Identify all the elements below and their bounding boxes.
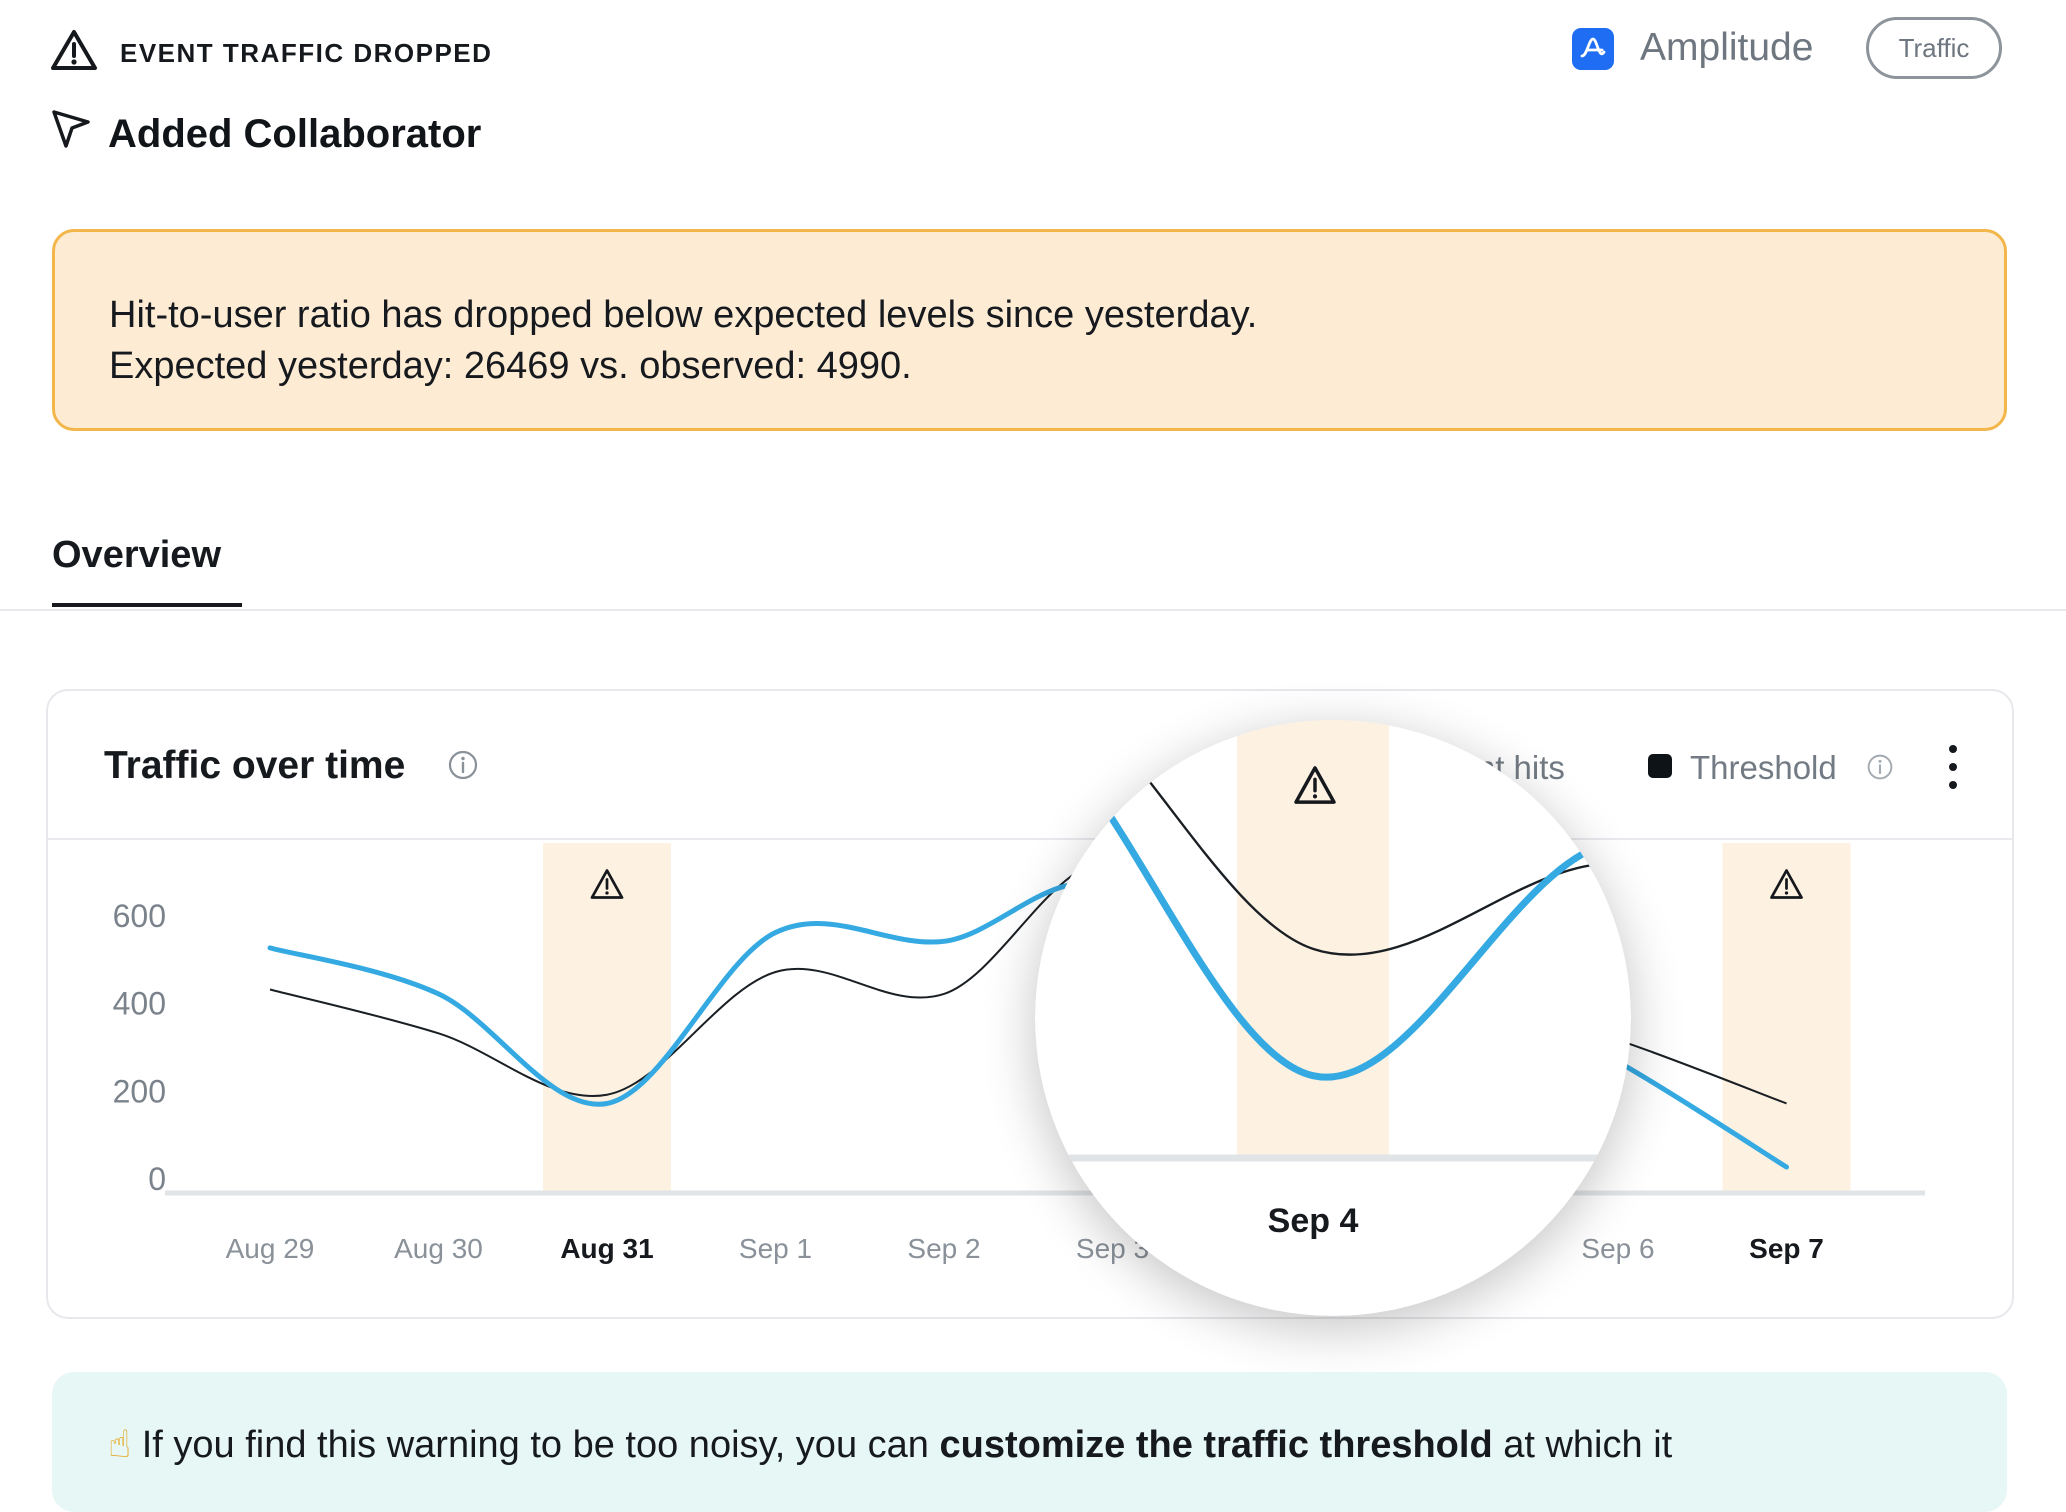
x-tick-aug-30: Aug 30	[394, 1233, 483, 1264]
x-tick-sep-7: Sep 7	[1749, 1233, 1824, 1264]
x-tick-sep-1: Sep 1	[739, 1233, 812, 1264]
alert-icon-sep-7	[1770, 869, 1803, 899]
legend-threshold-swatch	[1648, 754, 1672, 778]
y-tick-0: 0	[148, 1161, 166, 1197]
x-tick-aug-29: Aug 29	[226, 1233, 315, 1264]
magnifier-alert-band	[1237, 720, 1389, 1160]
event-type-label: EVENT TRAFFIC DROPPED	[120, 38, 493, 68]
customize-threshold-link[interactable]: customize the traffic threshold	[939, 1424, 1493, 1466]
y-tick-200: 200	[113, 1073, 166, 1109]
card-header-divider	[48, 838, 2012, 840]
brand-name: Amplitude	[1640, 26, 1814, 69]
page-title: Added Collaborator	[108, 112, 482, 156]
x-tick-sep-2: Sep 2	[907, 1233, 980, 1264]
chart-title: Traffic over time	[104, 744, 406, 787]
kebab-menu-icon[interactable]	[1940, 742, 1966, 792]
threshold-info-icon[interactable]	[1866, 753, 1894, 781]
y-tick-600: 600	[113, 898, 166, 934]
magnifier-x-tick-sep-4: Sep 4	[1268, 1202, 1359, 1240]
traffic-chart-card	[46, 689, 2014, 1319]
x-tick-aug-31: Aug 31	[560, 1233, 653, 1264]
warning-line-1: Hit-to-user ratio has dropped below expe…	[109, 294, 1258, 336]
alert-band-sep-7	[1722, 843, 1851, 1193]
legend-threshold: Threshold	[1690, 749, 1837, 786]
warning-line-2: Expected yesterday: 26469 vs. observed: …	[109, 345, 912, 387]
x-tick-sep-6: Sep 6	[1581, 1233, 1654, 1264]
warning-banner: Hit-to-user ratio has dropped below expe…	[52, 229, 2007, 431]
magnifier-alert-icon	[1294, 766, 1336, 804]
warning-triangle-icon	[51, 30, 97, 70]
traffic-tag-button[interactable]: Traffic	[1866, 17, 2002, 79]
tab-divider	[0, 609, 2066, 611]
magnifier-x-tick-sep-3: Sep 3	[969, 1202, 1058, 1240]
cursor-arrow-icon	[52, 110, 90, 148]
tab-overview[interactable]: Overview	[52, 534, 221, 576]
y-tick-400: 400	[113, 986, 166, 1022]
alert-icon-aug-31	[590, 869, 624, 899]
tip-text-before: If you find this warning to be too noisy…	[141, 1424, 940, 1466]
tab-active-underline	[52, 603, 242, 607]
tip-text-after: at which it	[1492, 1424, 1673, 1466]
amplitude-logo-icon	[1572, 28, 1614, 70]
pointing-finger-icon: ☝	[108, 1424, 132, 1466]
alert-band-aug-31	[543, 843, 671, 1193]
magnifier-lens: Sep 3 Sep 4 Sep 5	[969, 720, 1631, 1316]
tip-text: ☝ If you find this warning to be too noi…	[108, 1422, 1951, 1467]
tip-banner: ☝ If you find this warning to be too noi…	[52, 1372, 2007, 1512]
chart-info-icon[interactable]	[447, 749, 479, 781]
